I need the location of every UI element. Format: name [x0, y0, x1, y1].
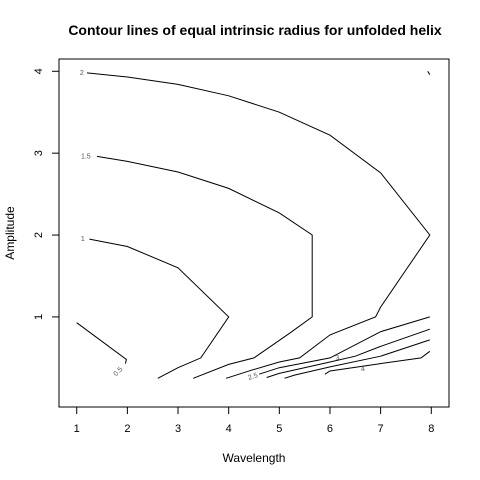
y-tick-label: 4: [33, 68, 45, 74]
contour-labels: 2 1.5 1 0.5 2.5 3 4: [80, 70, 366, 382]
contour-label: 2: [80, 70, 84, 77]
contour-lines: [76, 71, 431, 379]
contour-line-1: [89, 238, 230, 379]
contour-line-2: [86, 72, 431, 379]
contour-line: [427, 71, 431, 75]
chart-title: Contour lines of equal intrinsic radius …: [68, 22, 442, 38]
x-axis-label: Wavelength: [223, 451, 286, 465]
y-tick-label: 2: [33, 232, 45, 238]
contour-label: 1.5: [81, 153, 91, 160]
x-tick-label: 1: [74, 423, 80, 435]
x-axis: 1 2 3 4 5 6 7 8: [74, 407, 434, 435]
x-tick-label: 6: [327, 423, 333, 435]
contour-label: 0.5: [113, 366, 125, 378]
x-tick-label: 4: [226, 423, 232, 435]
x-tick-label: 5: [276, 423, 282, 435]
contour-line-1-5: [96, 155, 313, 379]
y-tick-label: 1: [33, 314, 45, 320]
contour-line-0-5: [76, 322, 127, 364]
y-axis: 1 2 3 4: [33, 68, 59, 320]
plot-frame: [58, 58, 450, 408]
x-tick-label: 8: [428, 423, 434, 435]
y-tick-label: 3: [33, 150, 45, 156]
contour-label: 1: [81, 236, 85, 243]
contour-line-2-5: [258, 316, 430, 375]
x-tick-label: 7: [378, 423, 384, 435]
contour-line-3: [266, 328, 430, 378]
contour-label: 4: [360, 366, 365, 374]
x-tick-label: 3: [175, 423, 181, 435]
contour-line-4: [324, 350, 431, 375]
y-axis-label: Amplitude: [3, 206, 17, 260]
contour-label: 3: [335, 354, 341, 362]
contour-label: 2.5: [247, 372, 259, 382]
contour-line-3-5: [284, 339, 430, 379]
x-tick-label: 2: [124, 423, 130, 435]
